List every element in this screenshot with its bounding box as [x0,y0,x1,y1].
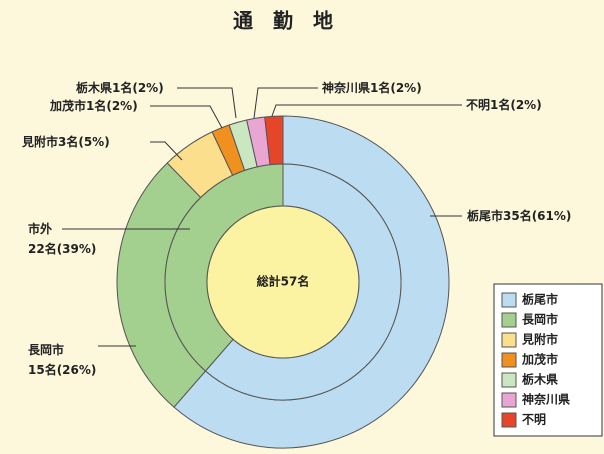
legend-swatch [501,392,517,408]
legend-label: 栃尾市 [522,292,558,307]
value-label: 加茂市1名(2%) [49,98,138,113]
leader-line [150,105,223,129]
value-label: 栃木県1名(2%) [76,80,164,95]
value-label-line: 長岡市 [28,342,64,357]
leader-line [271,104,462,117]
value-label: 栃尾市35名(61%) [467,208,571,223]
legend-swatch [501,332,517,348]
legend-swatch [501,412,517,428]
value-label-line: 栃尾市35名(61%) [467,208,571,223]
value-label-line: 見附市3名(5%) [21,134,110,149]
value-label: 見附市3名(5%) [21,134,110,149]
value-label: 不明1名(2%) [466,97,542,112]
center-label: 総計57名 [257,274,310,289]
legend-swatch [501,312,517,328]
value-label-line: 加茂市1名(2%) [49,98,138,113]
leader-line [177,87,237,119]
legend-swatch [501,372,517,388]
legend-label: 神奈川県 [522,392,570,407]
value-label-line: 不明1名(2%) [466,97,542,112]
leader-line [253,87,318,119]
value-label: 神奈川県1名(2%) [322,80,422,95]
chart-title: 通 勤 地 [233,9,333,33]
legend-swatch [501,352,517,368]
value-label-line: 神奈川県1名(2%) [322,80,422,95]
value-label: 市外 22名(39%) [28,221,96,256]
legend-label: 長岡市 [522,312,558,327]
legend-swatch [501,292,517,308]
value-label-line: 栃木県1名(2%) [76,80,164,95]
legend-label: 栃木県 [522,372,558,387]
value-label-line: 市外 [28,221,52,236]
center-circle [206,205,360,359]
legend-label: 不明 [522,413,546,427]
legend-label: 見附市 [521,332,558,347]
legend-label: 加茂市 [521,352,558,367]
value-label: 長岡市 15名(26%) [28,342,96,377]
value-label-line: 15名(26%) [28,362,96,377]
value-label-line: 22名(39%) [28,241,96,256]
leader-line [150,141,183,161]
